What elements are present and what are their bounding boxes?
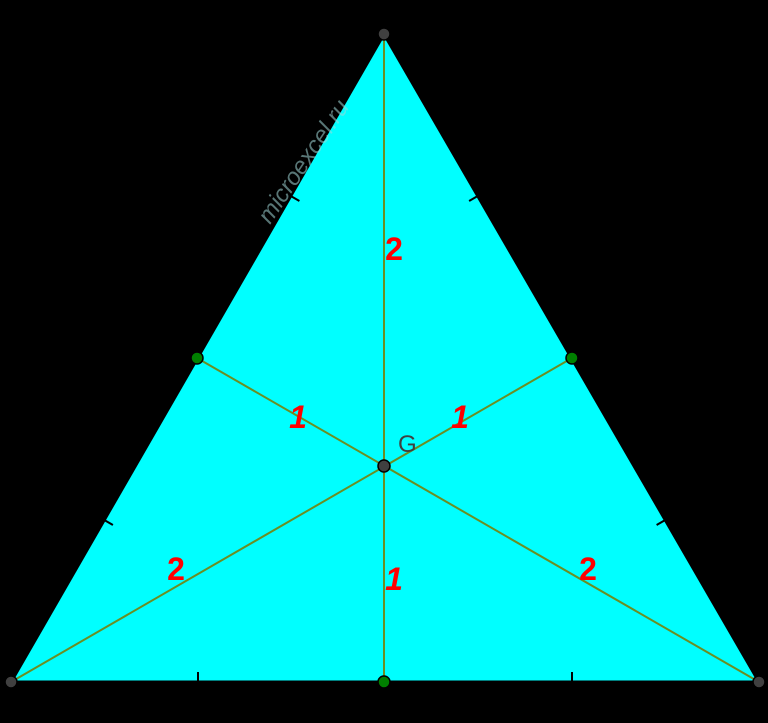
geometry-diagram: microexcel.ru 211212 ABCDEFG bbox=[0, 0, 768, 723]
point-label-d: D bbox=[378, 695, 395, 722]
point-label-e: E bbox=[164, 325, 180, 352]
ratio-label: 1 bbox=[289, 399, 307, 435]
point-label-b: B bbox=[378, 1, 394, 28]
ratio-label: 2 bbox=[385, 231, 403, 267]
point-label-a: A bbox=[4, 691, 20, 718]
ratio-label: 2 bbox=[167, 551, 185, 587]
point-label-c: C bbox=[750, 691, 767, 718]
ratio-label: 2 bbox=[579, 551, 597, 587]
point-label-f: F bbox=[588, 325, 603, 352]
ratio-label: 1 bbox=[385, 561, 403, 597]
ratio-label: 1 bbox=[451, 399, 469, 435]
point-label-g: G bbox=[398, 431, 417, 458]
